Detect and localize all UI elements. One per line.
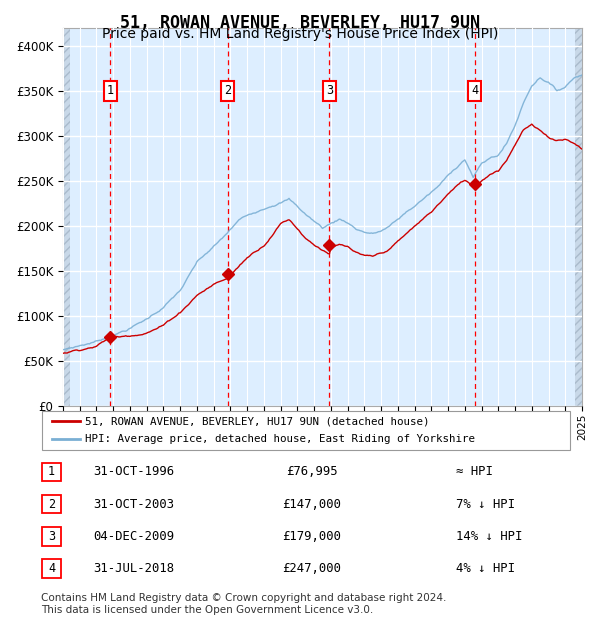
Bar <box>63 28 70 406</box>
Text: 4: 4 <box>48 562 55 575</box>
Text: 4% ↓ HPI: 4% ↓ HPI <box>456 562 515 575</box>
Text: ≈ HPI: ≈ HPI <box>456 466 493 478</box>
Text: £76,995: £76,995 <box>286 466 338 478</box>
Bar <box>575 28 582 406</box>
Text: £147,000: £147,000 <box>283 498 341 510</box>
Text: 2: 2 <box>224 84 231 97</box>
FancyBboxPatch shape <box>42 411 570 449</box>
FancyBboxPatch shape <box>42 559 61 578</box>
FancyBboxPatch shape <box>42 463 61 481</box>
Text: Price paid vs. HM Land Registry's House Price Index (HPI): Price paid vs. HM Land Registry's House … <box>102 27 498 41</box>
Text: 4: 4 <box>471 84 478 97</box>
Text: 51, ROWAN AVENUE, BEVERLEY, HU17 9UN: 51, ROWAN AVENUE, BEVERLEY, HU17 9UN <box>120 14 480 32</box>
Text: HPI: Average price, detached house, East Riding of Yorkshire: HPI: Average price, detached house, East… <box>85 434 475 444</box>
Text: 51, ROWAN AVENUE, BEVERLEY, HU17 9UN (detached house): 51, ROWAN AVENUE, BEVERLEY, HU17 9UN (de… <box>85 417 430 427</box>
Text: 1: 1 <box>107 84 114 97</box>
Text: 31-OCT-1996: 31-OCT-1996 <box>93 466 174 478</box>
Text: 31-OCT-2003: 31-OCT-2003 <box>93 498 174 510</box>
Text: Contains HM Land Registry data © Crown copyright and database right 2024.
This d: Contains HM Land Registry data © Crown c… <box>41 593 446 615</box>
FancyBboxPatch shape <box>42 495 61 513</box>
Text: £247,000: £247,000 <box>283 562 341 575</box>
Text: £179,000: £179,000 <box>283 530 341 542</box>
Text: 3: 3 <box>326 84 333 97</box>
Text: 04-DEC-2009: 04-DEC-2009 <box>93 530 174 542</box>
Text: 31-JUL-2018: 31-JUL-2018 <box>93 562 174 575</box>
Text: 2: 2 <box>48 498 55 510</box>
Text: 3: 3 <box>48 530 55 542</box>
Text: 1: 1 <box>48 466 55 478</box>
Text: 14% ↓ HPI: 14% ↓ HPI <box>456 530 523 542</box>
Text: 7% ↓ HPI: 7% ↓ HPI <box>456 498 515 510</box>
FancyBboxPatch shape <box>42 527 61 546</box>
